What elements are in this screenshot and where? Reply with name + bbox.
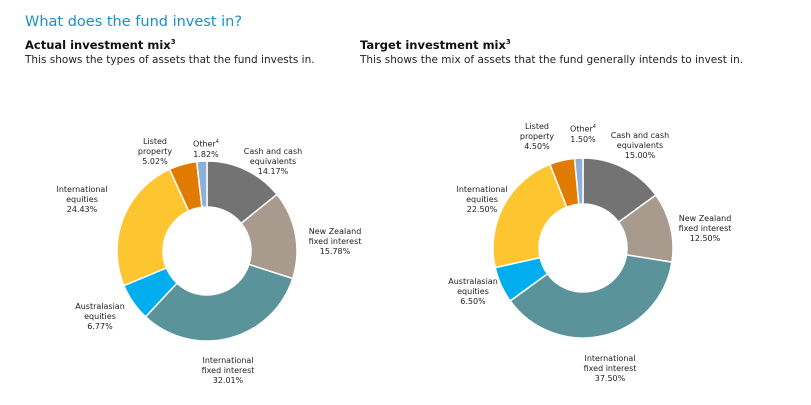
slice-label-text: equivalents: [616, 141, 664, 150]
slice-label-text: Cash and cash: [610, 131, 670, 140]
slice-label-text: fixed interest: [583, 364, 637, 373]
slice-label-text: fixed interest: [201, 366, 255, 375]
target-slice-label: New Zealand fixed interest 12.50%: [679, 214, 732, 244]
slice-label-text: International: [202, 356, 254, 365]
target-mix-title: Target investment mix3: [360, 38, 511, 52]
target-slice-label: International fixed interest 37.50%: [584, 354, 637, 384]
actual-slice-other: [195, 160, 208, 209]
target-slice-other: [573, 157, 584, 206]
actual-slice-label: Australasian equities 6.77%: [75, 302, 125, 332]
slice-value: 4.50%: [524, 142, 550, 151]
actual-slice-label: International equities 24.43%: [56, 185, 107, 215]
actual-slice-international-equities: [116, 168, 190, 287]
slice-label-text: Australasian: [75, 302, 125, 311]
target-slice-label: Cash and cash equivalents 15.00%: [611, 131, 669, 161]
footnote-mark: 3: [170, 38, 176, 47]
actual-slice-label: International fixed interest 32.01%: [202, 356, 255, 386]
slice-value: 12.50%: [689, 234, 721, 243]
slice-label-text: Australasian: [448, 277, 498, 286]
target-mix-description: This shows the mix of assets that the fu…: [360, 54, 744, 66]
slice-value: 6.77%: [87, 322, 113, 331]
section-heading: What does the fund invest in?: [25, 14, 243, 30]
actual-mix-title-text: Actual investment mix: [25, 38, 171, 52]
slice-label-text: equities: [66, 195, 98, 204]
target-slice-label: Australasian equities 6.50%: [448, 277, 498, 307]
slice-label-text: property: [519, 132, 555, 141]
slice-label-text: International: [584, 354, 636, 363]
slice-value: 1.50%: [570, 134, 596, 144]
footnote-mark: 4: [215, 139, 219, 145]
slice-value: 32.01%: [212, 376, 244, 385]
slice-value: 15.00%: [624, 151, 656, 160]
actual-slice-international-fixed-interest: [144, 263, 294, 342]
slice-value: 6.50%: [460, 297, 486, 306]
slice-label-text: New Zealand: [678, 214, 732, 223]
target-mix-title-text: Target investment mix: [360, 38, 506, 52]
actual-slice-label: New Zealand fixed interest 15.78%: [309, 227, 362, 257]
actual-slice-label: Listed property 5.02%: [138, 137, 172, 167]
slice-label-text: fixed interest: [678, 224, 732, 233]
slice-value: 14.17%: [257, 167, 289, 176]
target-slice-label: Other4 1.50%: [570, 122, 596, 145]
slice-label-text: Listed: [143, 137, 167, 146]
slice-label-text: equities: [457, 287, 489, 296]
actual-slice-label: Other4 1.82%: [193, 137, 219, 160]
slice-value: 37.50%: [594, 374, 626, 383]
target-slice-label: International equities 22.50%: [456, 185, 507, 215]
slice-value: 22.50%: [466, 205, 498, 214]
slice-value: 15.78%: [319, 247, 351, 256]
slice-label-text: fixed interest: [308, 237, 362, 246]
target-slice-international-equities: [492, 163, 568, 269]
target-slice-international-fixed-interest: [509, 254, 673, 339]
actual-mix-description: This shows the types of assets that the …: [25, 54, 315, 66]
slice-label-text: International: [456, 185, 508, 194]
slice-label-text: equities: [466, 195, 498, 204]
slice-label-text: Other4: [193, 139, 219, 149]
footnote-mark: 3: [505, 38, 511, 47]
slice-value: 1.82%: [193, 149, 219, 159]
slice-label-text: equities: [84, 312, 116, 321]
actual-mix-title: Actual investment mix3: [25, 38, 176, 52]
slice-label-text: equivalents: [249, 157, 297, 166]
target-slice-label: Listed property 4.50%: [520, 122, 554, 152]
slice-label-text: Other4: [570, 124, 596, 134]
actual-slice-label: Cash and cash equivalents 14.17%: [244, 147, 302, 177]
slice-label-text: Listed: [525, 122, 549, 131]
footnote-mark: 4: [592, 124, 596, 130]
slice-value: 5.02%: [142, 157, 168, 166]
slice-label-text: property: [137, 147, 173, 156]
slice-value: 24.43%: [66, 205, 98, 214]
slice-label-text: International: [56, 185, 108, 194]
slice-label-text: New Zealand: [308, 227, 362, 236]
slice-label-text: Cash and cash: [243, 147, 303, 156]
